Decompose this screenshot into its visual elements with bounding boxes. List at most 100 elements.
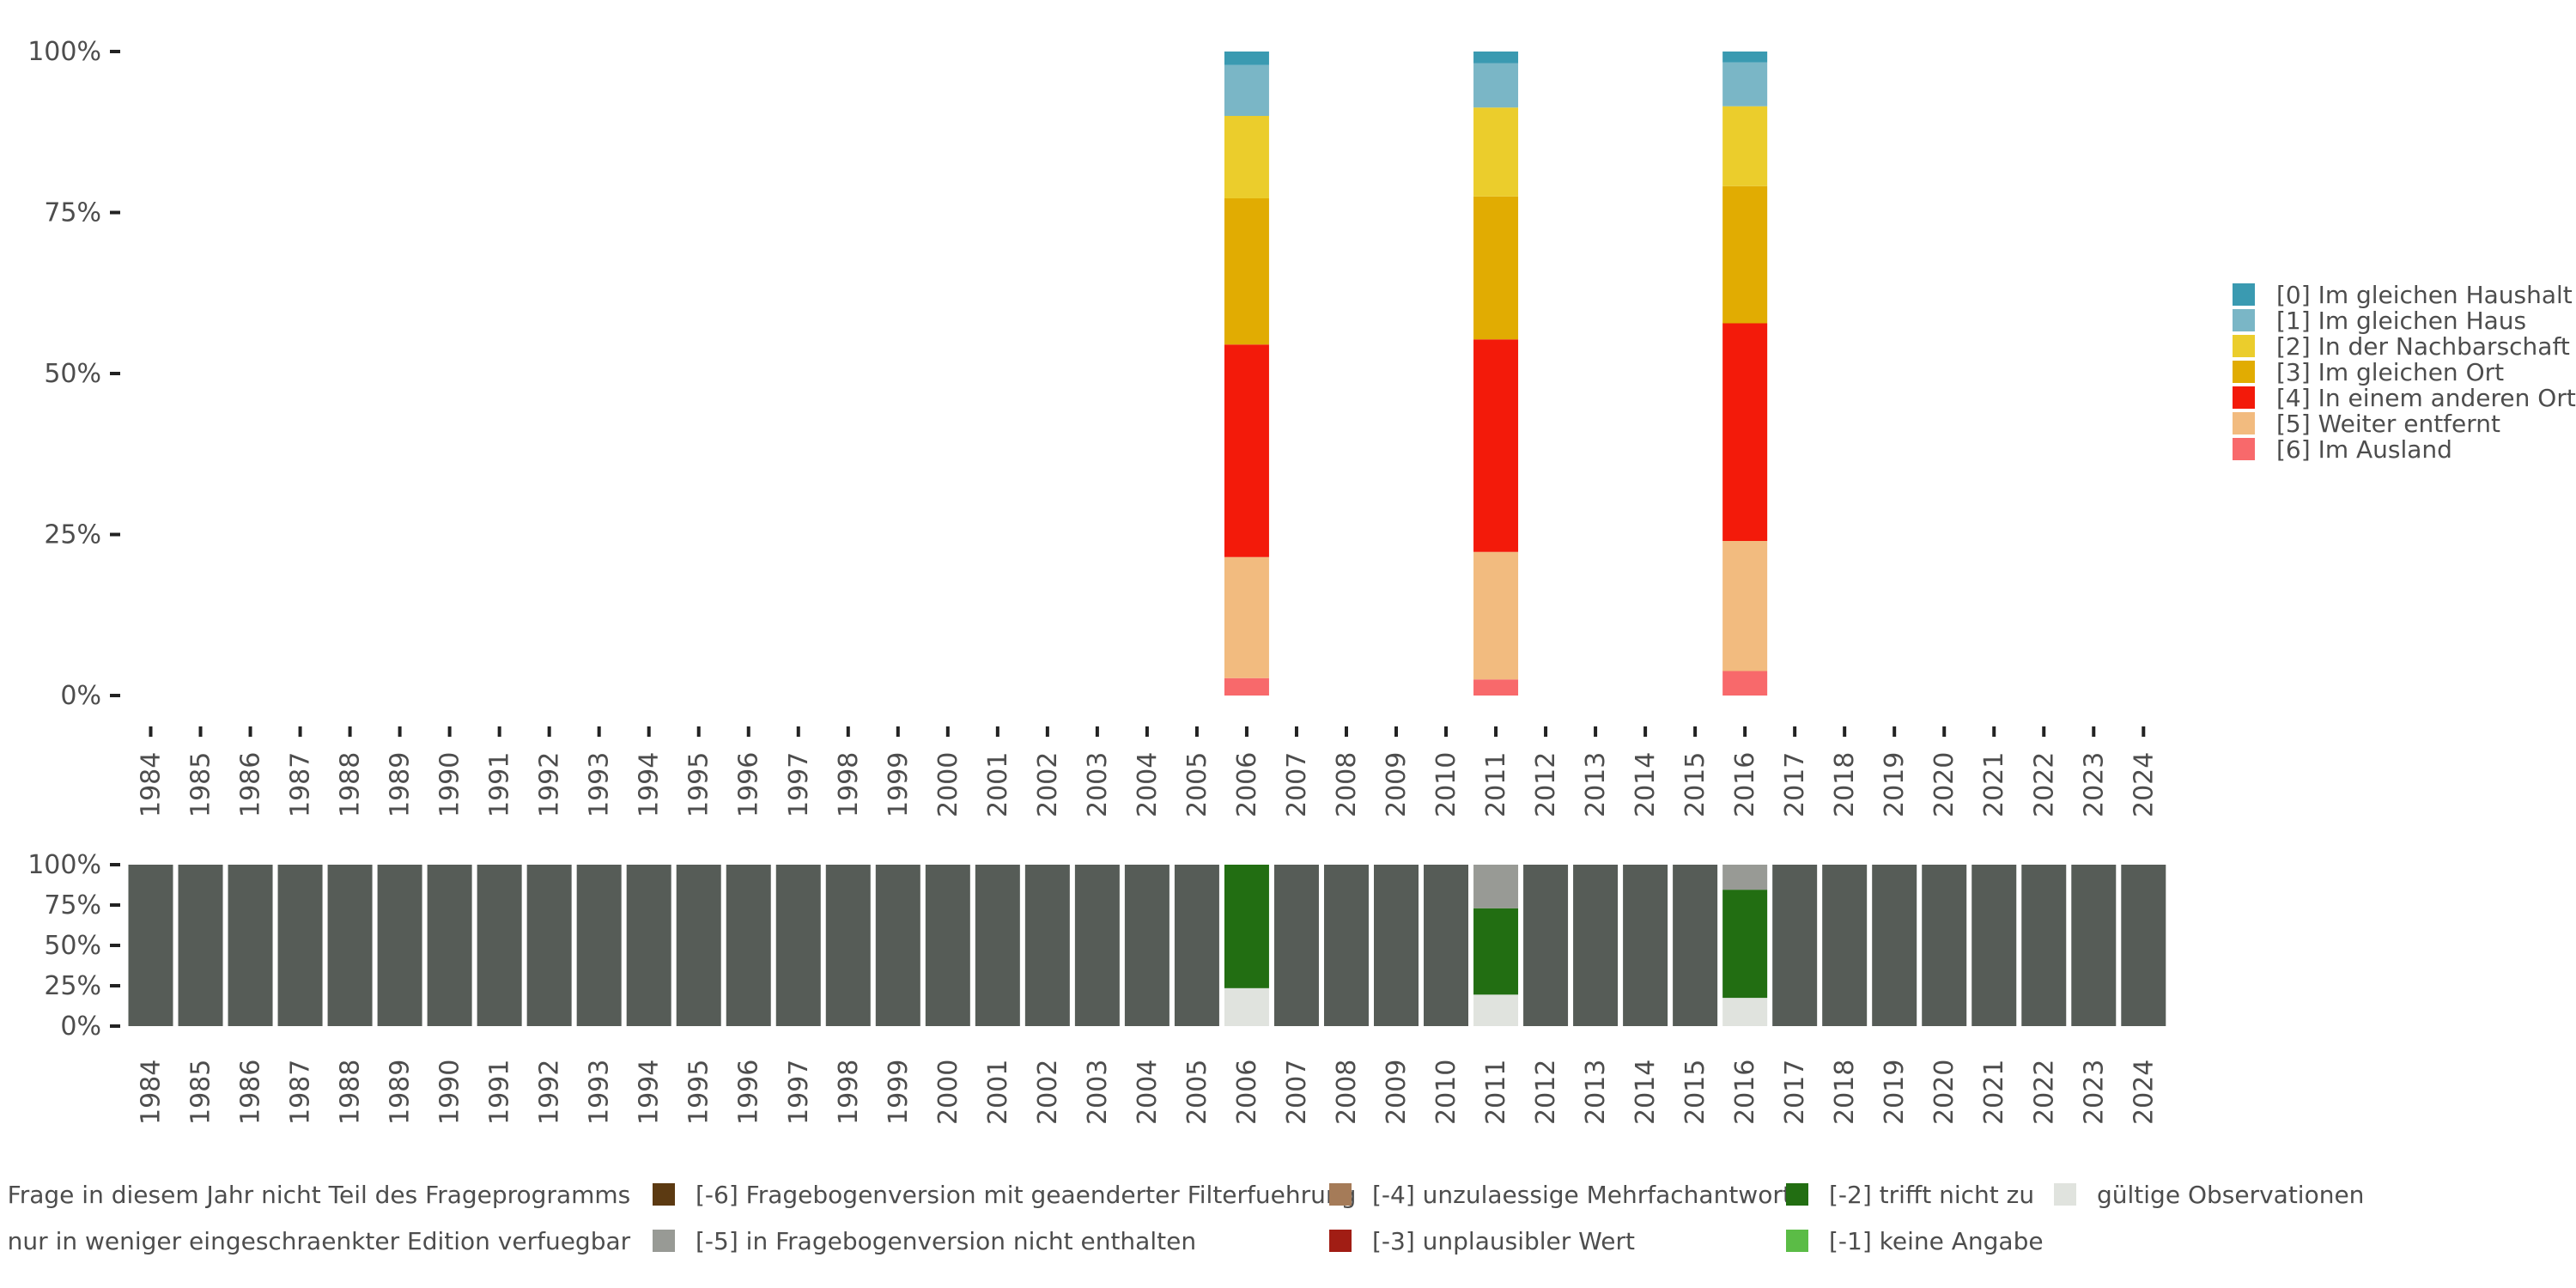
legend-swatch bbox=[653, 1183, 675, 1206]
x-tick-label: 2019 bbox=[1880, 1060, 1910, 1125]
bar-segment bbox=[975, 865, 1020, 1026]
x-tick-label: 2001 bbox=[983, 752, 1013, 817]
x-tick-label: 2020 bbox=[1929, 1060, 1959, 1125]
bar-segment bbox=[1224, 198, 1269, 345]
x-tick-label: 2000 bbox=[933, 752, 963, 817]
x-tick-label: 1984 bbox=[137, 1060, 167, 1125]
x-tick-label: 1987 bbox=[286, 1060, 316, 1125]
x-tick-label: 1990 bbox=[435, 752, 465, 817]
legend-label: [-2] trifft nicht zu bbox=[1829, 1181, 2034, 1209]
legend-swatch bbox=[2233, 438, 2255, 460]
x-tick-label: 2009 bbox=[1382, 1060, 1412, 1125]
bar-segment bbox=[128, 865, 173, 1026]
x-tick-label: 2017 bbox=[1780, 752, 1810, 817]
legend-swatch bbox=[653, 1230, 675, 1252]
bar-segment bbox=[526, 865, 572, 1026]
x-tick-label: 1986 bbox=[236, 1060, 266, 1125]
x-tick-label: 2019 bbox=[1880, 752, 1910, 817]
bar-segment bbox=[1224, 865, 1269, 988]
x-tick-label: 2017 bbox=[1780, 1060, 1810, 1125]
bar-segment bbox=[1473, 339, 1519, 552]
bar-segment bbox=[925, 865, 970, 1026]
x-tick-label: 1997 bbox=[784, 752, 814, 817]
bar-segment bbox=[775, 865, 821, 1026]
x-tick-label: 1995 bbox=[684, 1060, 714, 1125]
bar-segment bbox=[1224, 344, 1269, 557]
bar-segment bbox=[1224, 116, 1269, 198]
x-tick-label: 1985 bbox=[186, 1060, 216, 1125]
legend-swatch bbox=[2233, 412, 2255, 434]
legend-swatch bbox=[1329, 1183, 1352, 1206]
x-tick-label: 2023 bbox=[2079, 752, 2109, 817]
x-tick-label: 2003 bbox=[1083, 752, 1113, 817]
bar-segment bbox=[178, 865, 223, 1026]
legend-label: [1] Im gleichen Haus bbox=[2276, 307, 2526, 335]
x-tick-label: 1989 bbox=[386, 752, 416, 817]
x-tick-label: 2018 bbox=[1830, 752, 1860, 817]
bar-segment bbox=[875, 865, 920, 1026]
bar-segment bbox=[1971, 865, 2017, 1026]
bar-segment bbox=[1473, 63, 1519, 108]
x-tick-label: 2024 bbox=[2129, 1060, 2159, 1125]
x-tick-label: 1996 bbox=[734, 1060, 764, 1125]
x-tick-label: 2004 bbox=[1133, 752, 1163, 817]
legend-label: [-3] unplausibler Wert bbox=[1372, 1227, 1635, 1255]
y-tick-label: 100% bbox=[27, 37, 101, 67]
top-chart-legend: [0] Im gleichen Haushalt[1] Im gleichen … bbox=[2233, 281, 2576, 464]
bar-segment bbox=[576, 865, 622, 1026]
bar-segment bbox=[1722, 890, 1768, 999]
bar-segment bbox=[327, 865, 373, 1026]
legend-label: [5] Weiter entfernt bbox=[2276, 410, 2500, 438]
bar-segment bbox=[1323, 865, 1369, 1026]
top-chart-panel: 0% 25% 50% 75% 100% 1984 1985 1986 1987 1988 1989 1… bbox=[27, 37, 2159, 817]
x-tick-label: 2013 bbox=[1581, 1060, 1611, 1125]
x-tick-label: 2000 bbox=[933, 1060, 963, 1125]
bar-segment bbox=[1722, 541, 1768, 671]
x-tick-label: 2010 bbox=[1431, 1060, 1461, 1125]
x-tick-label: 2005 bbox=[1182, 752, 1212, 817]
y-tick-label: 25% bbox=[44, 520, 101, 550]
bar-segment bbox=[1473, 107, 1519, 197]
legend-label: [4] In einem anderen Ort bbox=[2276, 384, 2576, 412]
x-tick-label: 2011 bbox=[1481, 1060, 1511, 1125]
bar-segment bbox=[2071, 865, 2117, 1026]
legend-label: [3] Im gleichen Ort bbox=[2276, 358, 2504, 386]
bar-segment bbox=[1722, 865, 1768, 890]
y-tick-label: 25% bbox=[44, 971, 101, 1001]
legend-label: [0] Im gleichen Haushalt bbox=[2276, 281, 2573, 309]
bar-segment bbox=[1224, 987, 1269, 1026]
bar-segment bbox=[1124, 865, 1170, 1026]
x-tick-label: 2006 bbox=[1232, 752, 1262, 817]
bar-segment bbox=[726, 865, 771, 1026]
bar-segment bbox=[1224, 677, 1269, 696]
x-tick-label: 2011 bbox=[1481, 752, 1511, 817]
bar-segment bbox=[1473, 551, 1519, 680]
bar-segment bbox=[1523, 865, 1569, 1026]
legend-swatch bbox=[2233, 335, 2255, 357]
bar-segment bbox=[1374, 865, 1419, 1026]
x-tick-label: 2007 bbox=[1282, 1060, 1312, 1125]
x-tick-label: 2001 bbox=[983, 1060, 1013, 1125]
bar-segment bbox=[1224, 52, 1269, 65]
legend-label: [-5] in Fragebogenversion nicht enthalte… bbox=[696, 1227, 1196, 1255]
bar-segment bbox=[1822, 865, 1868, 1026]
x-tick-label: 2007 bbox=[1282, 752, 1312, 817]
x-tick-label: 1998 bbox=[834, 1060, 864, 1125]
legend-label: [-7] nur in weniger eingeschraenkter Edi… bbox=[0, 1227, 631, 1255]
x-tick-label: 2016 bbox=[1730, 752, 1760, 817]
legend-label: [-6] Fragebogenversion mit geaenderter F… bbox=[696, 1181, 1356, 1209]
x-tick-label: 2009 bbox=[1382, 752, 1412, 817]
x-tick-label: 2008 bbox=[1332, 1060, 1362, 1125]
bar-segment bbox=[1273, 865, 1319, 1026]
x-tick-label: 2013 bbox=[1581, 752, 1611, 817]
x-tick-label: 2023 bbox=[2079, 1060, 2109, 1125]
x-tick-label: 2006 bbox=[1232, 1060, 1262, 1125]
bar-segment bbox=[1722, 323, 1768, 541]
x-tick-label: 2005 bbox=[1182, 1060, 1212, 1125]
x-tick-label: 2002 bbox=[1033, 1060, 1063, 1125]
bar-segment bbox=[1473, 679, 1519, 696]
x-tick-label: 1999 bbox=[884, 752, 914, 817]
legend-swatch bbox=[2054, 1183, 2076, 1206]
bar-segment bbox=[825, 865, 871, 1026]
